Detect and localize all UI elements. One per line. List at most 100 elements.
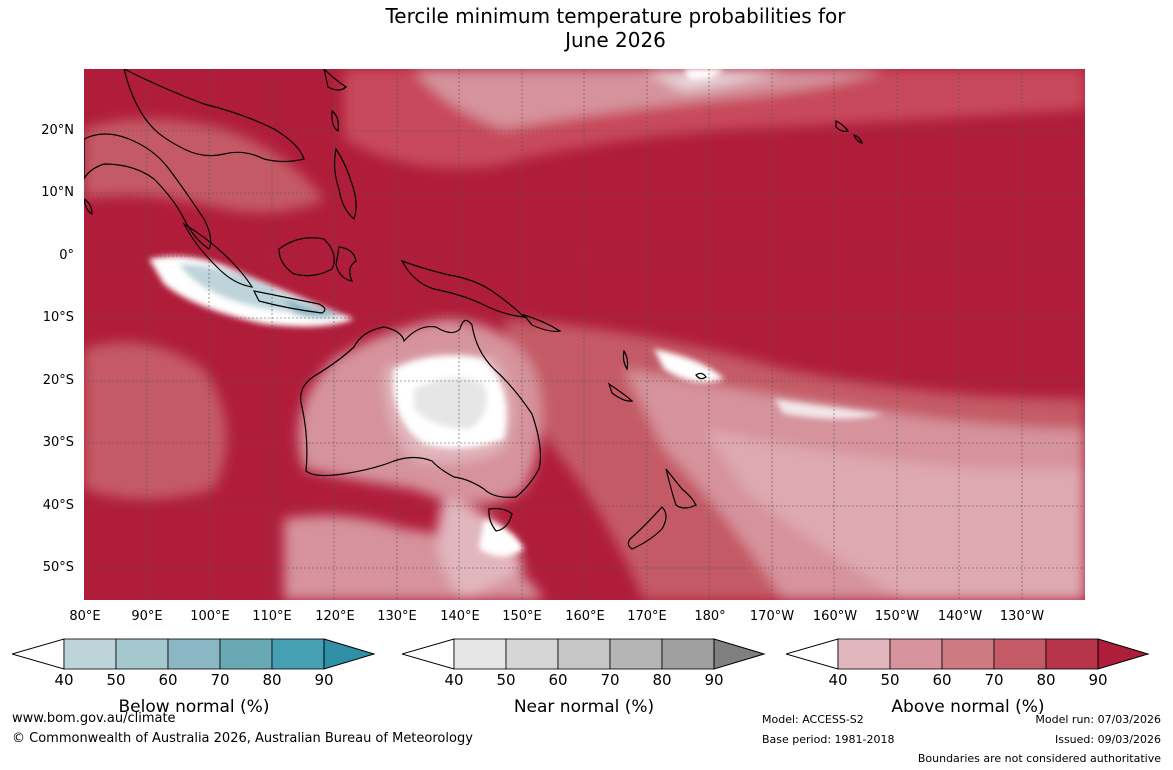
japan-coastline (323, 69, 347, 91)
neutral-patches (149, 69, 884, 557)
probability-map (84, 69, 1085, 600)
colorbar-near-normal-swatch-3 (557, 638, 611, 670)
colorbar-near-normal-tick-40: 40 (444, 671, 464, 689)
map-title-line1: Tercile minimum temperature probabilitie… (385, 4, 846, 28)
new-zealand-coastline (665, 468, 697, 509)
lon-label-150e: 150°E (502, 609, 542, 624)
colorbar-near-normal-cap-low (402, 638, 455, 670)
colorbar-near-normal-tick-60: 60 (548, 671, 568, 689)
footer-copyright: © Commonwealth of Australia 2026, Austra… (12, 731, 473, 746)
map-canvas (84, 69, 1085, 600)
sri-lanka-coastline (84, 198, 93, 215)
footer-model-run: Model run: 07/03/2026 (1035, 713, 1161, 726)
china-coastline (123, 69, 305, 163)
lat-label-10s: 10°S (42, 310, 74, 325)
map-title-line2: June 2026 (565, 28, 666, 52)
sumatra-coastline (182, 222, 254, 288)
lat-label-40s: 40°S (42, 498, 74, 513)
colorbar-above-normal-cap-low (786, 638, 839, 670)
lon-label-130e: 130°E (377, 609, 417, 624)
colorbar-below-normal-tick-60: 60 (158, 671, 178, 689)
colorbar-above-normal-swatch-1 (837, 638, 891, 670)
colorbar-near-normal-swatch-2 (505, 638, 559, 670)
colorbar-below-normal-swatch-5 (271, 638, 325, 670)
colorbar-near-normal (402, 638, 766, 670)
lon-label-80e: 80°E (69, 609, 101, 624)
lon-label-160e: 160°E (565, 609, 605, 624)
australia-coastline (300, 319, 542, 498)
se-asia-coastline (84, 133, 212, 250)
lon-label-170e: 170°E (627, 609, 667, 624)
colorbar-near-normal-swatch-5 (661, 638, 715, 670)
colorbar-above-normal-tick-50: 50 (880, 671, 900, 689)
new-zealand-south-coastline (627, 506, 667, 550)
colorbar-near-normal-tick-90: 90 (704, 671, 724, 689)
colorbar-above-normal-swatch-5 (1045, 638, 1099, 670)
lat-label-50s: 50°S (42, 560, 74, 575)
colorbar-above-normal-tick-80: 80 (1036, 671, 1056, 689)
colorbar-below-normal (12, 638, 376, 670)
lon-label-170w: 170°W (749, 609, 795, 624)
vanuatu-coastline (622, 349, 629, 371)
lon-label-130w: 130°W (999, 609, 1045, 624)
colorbar-above-normal-tick-40: 40 (828, 671, 848, 689)
colorbar-above-normal-tick-60: 60 (932, 671, 952, 689)
philippines-coastline (333, 147, 357, 221)
lat-label-30s: 30°S (42, 435, 74, 450)
lon-label-140e: 140°E (440, 609, 480, 624)
sulawesi-coastline (335, 246, 357, 282)
colorbar-above-normal-cap-high (1097, 638, 1150, 670)
fiji-coastline (695, 372, 707, 380)
colorbar-above-normal-title: Above normal (%) (891, 697, 1045, 717)
coastlines (84, 69, 863, 550)
colorbar-near-normal-tick-50: 50 (496, 671, 516, 689)
colorbar-near-normal-swatch-1 (453, 638, 507, 670)
colorbar-below-normal-cap-low (12, 638, 65, 670)
map-title: Tercile minimum temperature probabilitie… (0, 4, 1173, 52)
footer-website: www.bom.gov.au/climate (12, 711, 176, 726)
graticule (84, 69, 1085, 600)
lon-label-90e: 90°E (131, 609, 163, 624)
colorbar-above-normal-tick-70: 70 (984, 671, 1004, 689)
tasmania-coastline (488, 507, 513, 532)
colorbar-above-normal-swatch-3 (941, 638, 995, 670)
lon-label-150w: 150°W (874, 609, 920, 624)
solomon-coastline (522, 313, 562, 332)
lat-label-10n: 10°N (41, 185, 74, 200)
footer-disclaimer: Boundaries are not considered authoritat… (917, 752, 1161, 765)
colorbar-below-normal-swatch-4 (219, 638, 273, 670)
colorbar-below-normal-tick-70: 70 (210, 671, 230, 689)
colorbar-below-normal-swatch-1 (63, 638, 117, 670)
colorbar-near-normal-swatch-4 (609, 638, 663, 670)
colorbar-below-normal-cap-high (323, 638, 376, 670)
colorbar-above-normal (786, 638, 1150, 670)
colorbar-near-normal-title: Near normal (%) (513, 697, 655, 717)
new-guinea-coastline (400, 259, 526, 318)
taiwan-coastline (331, 109, 339, 132)
lon-label-110e: 110°E (252, 609, 292, 624)
lon-label-160w: 160°W (812, 609, 858, 624)
hawaii-coastline (835, 120, 863, 144)
colorbar-below-normal-swatch-2 (115, 638, 169, 670)
colorbar-below-normal-tick-90: 90 (314, 671, 334, 689)
colorbar-below-normal-swatch-3 (167, 638, 221, 670)
colorbar-near-normal-cap-high (713, 638, 766, 670)
colorbar-below-normal-tick-80: 80 (262, 671, 282, 689)
footer-model: Model: ACCESS-S2 (762, 713, 864, 726)
java-coastline (252, 290, 326, 314)
borneo-coastline (278, 237, 335, 277)
lat-label-20s: 20°S (42, 373, 74, 388)
colorbar-above-normal-swatch-2 (889, 638, 943, 670)
colorbar-near-normal-tick-70: 70 (600, 671, 620, 689)
lat-label-0: 0° (59, 248, 74, 263)
lon-label-140w: 140°W (937, 609, 983, 624)
colorbar-above-normal-tick-90: 90 (1088, 671, 1108, 689)
colorbar-above-normal-swatch-4 (993, 638, 1047, 670)
lat-label-20n: 20°N (41, 123, 74, 138)
footer-issued: Issued: 09/03/2026 (1054, 733, 1161, 746)
colorbar-below-normal-title: Below normal (%) (118, 697, 270, 717)
colorbar-below-normal-tick-50: 50 (106, 671, 126, 689)
new-caledonia-coastline (607, 382, 634, 402)
lon-label-180: 180° (694, 609, 726, 624)
lon-label-120e: 120°E (315, 609, 355, 624)
